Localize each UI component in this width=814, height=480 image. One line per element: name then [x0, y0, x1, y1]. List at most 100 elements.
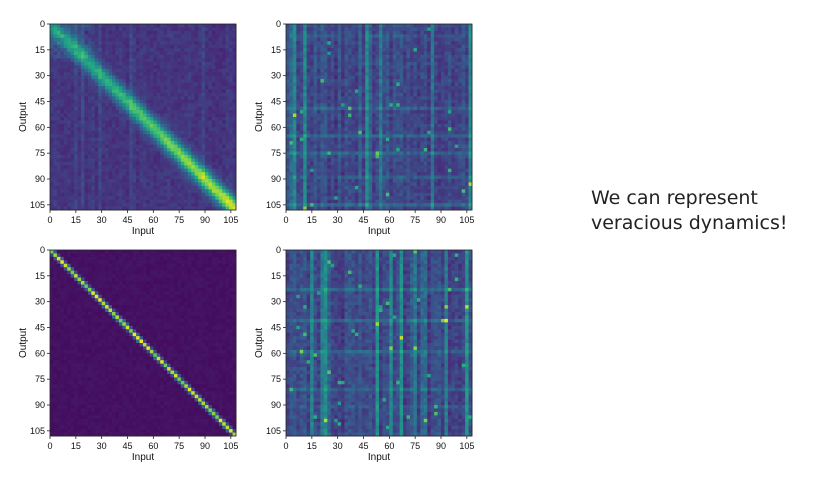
heatmap-cell: [451, 93, 455, 97]
heatmap-cell: [310, 107, 314, 111]
heatmap-cell: [198, 176, 202, 180]
heatmap-cell: [71, 89, 75, 93]
heatmap-cell: [215, 117, 219, 121]
heatmap-cell: [410, 72, 414, 76]
heatmap-cell: [91, 169, 95, 173]
heatmap-cell: [286, 148, 290, 152]
heatmap-cell: [286, 58, 290, 62]
heatmap-cell: [226, 145, 230, 149]
heatmap-cell: [157, 62, 161, 66]
heatmap-cell: [420, 131, 424, 135]
heatmap-cell: [188, 155, 192, 159]
heatmap-cell: [455, 62, 459, 66]
heatmap-cell: [112, 100, 116, 104]
heatmap-cell: [365, 27, 369, 31]
heatmap-cell: [386, 52, 390, 56]
heatmap-cell: [345, 69, 349, 73]
heatmap-cell: [376, 131, 380, 135]
heatmap-cell: [143, 76, 147, 80]
heatmap-cell: [407, 76, 411, 80]
heatmap-cell: [226, 176, 230, 180]
heatmap-cell: [413, 86, 417, 90]
heatmap-cell: [53, 79, 57, 83]
heatmap-cell: [351, 38, 355, 42]
heatmap-cell: [286, 34, 290, 38]
heatmap-cell: [376, 31, 380, 35]
heatmap-cell: [351, 138, 355, 142]
heatmap-cell: [434, 48, 438, 52]
heatmap-cell: [60, 107, 64, 111]
heatmap-cell: [64, 138, 68, 142]
heatmap-cell: [369, 55, 373, 59]
heatmap-cell: [150, 52, 154, 56]
heatmap-cell: [424, 96, 428, 100]
heatmap-cell: [208, 86, 212, 90]
heatmap-cell: [177, 45, 181, 49]
heatmap-cell: [389, 65, 393, 69]
heatmap-cell: [338, 134, 342, 138]
heatmap-cell: [355, 31, 359, 35]
heatmap-cell: [407, 131, 411, 135]
heatmap-cell: [153, 31, 157, 35]
heatmap-cell: [400, 145, 404, 149]
heatmap-cell: [386, 117, 390, 121]
heatmap-cell: [171, 100, 175, 104]
heatmap-cell: [112, 120, 116, 124]
heatmap-cell: [310, 45, 314, 49]
heatmap-cell: [355, 120, 359, 124]
heatmap-cell: [109, 38, 113, 42]
heatmap-cell: [448, 76, 452, 80]
heatmap-cell: [64, 172, 68, 176]
heatmap-cell: [181, 58, 185, 62]
heatmap-cell: [413, 134, 417, 138]
heatmap-cell: [327, 120, 331, 124]
heatmap-cell: [57, 38, 61, 42]
heatmap-cell: [150, 193, 154, 197]
heatmap-cell: [181, 41, 185, 45]
heatmap-cell: [95, 138, 99, 142]
heatmap-cell: [81, 165, 85, 169]
heatmap-cell: [140, 55, 144, 59]
heatmap-cell: [98, 203, 102, 207]
heatmap-cell: [413, 41, 417, 45]
heatmap-cell: [157, 110, 161, 114]
heatmap-cell: [448, 96, 452, 100]
heatmap-cell: [427, 86, 431, 90]
heatmap-cell: [195, 27, 199, 31]
heatmap-cell: [74, 162, 78, 166]
heatmap-cell: [74, 134, 78, 138]
heatmap-cell: [57, 172, 61, 176]
heatmap-cell: [424, 31, 428, 35]
heatmap-cell: [289, 52, 293, 56]
heatmap-cell: [136, 189, 140, 193]
heatmap-cell: [105, 31, 109, 35]
heatmap-cell: [105, 89, 109, 93]
heatmap-cell: [438, 34, 442, 38]
heatmap-cell: [448, 114, 452, 118]
heatmap-cell: [376, 79, 380, 83]
heatmap-cell: [427, 138, 431, 142]
heatmap-cell: [119, 96, 123, 100]
heatmap-cell: [67, 117, 71, 121]
heatmap-cell: [431, 45, 435, 49]
heatmap-cell: [157, 52, 161, 56]
heatmap-cell: [379, 62, 383, 66]
heatmap-cell: [317, 62, 321, 66]
heatmap-cell: [345, 65, 349, 69]
heatmap-cell: [115, 203, 119, 207]
heatmap-cell: [57, 117, 61, 121]
heatmap-cell: [417, 145, 421, 149]
heatmap-cell: [451, 48, 455, 52]
heatmap-cell: [202, 158, 206, 162]
heatmap-cell: [208, 34, 212, 38]
heatmap-cell: [205, 124, 209, 128]
heatmap-cell: [98, 76, 102, 80]
heatmap-cell: [451, 79, 455, 83]
heatmap-cell: [112, 69, 116, 73]
heatmap-cell: [310, 103, 314, 107]
heatmap-cell: [382, 86, 386, 90]
heatmap-cell: [205, 114, 209, 118]
heatmap-cell: [198, 141, 202, 145]
heatmap-cell: [431, 65, 435, 69]
heatmap-cell: [67, 151, 71, 155]
